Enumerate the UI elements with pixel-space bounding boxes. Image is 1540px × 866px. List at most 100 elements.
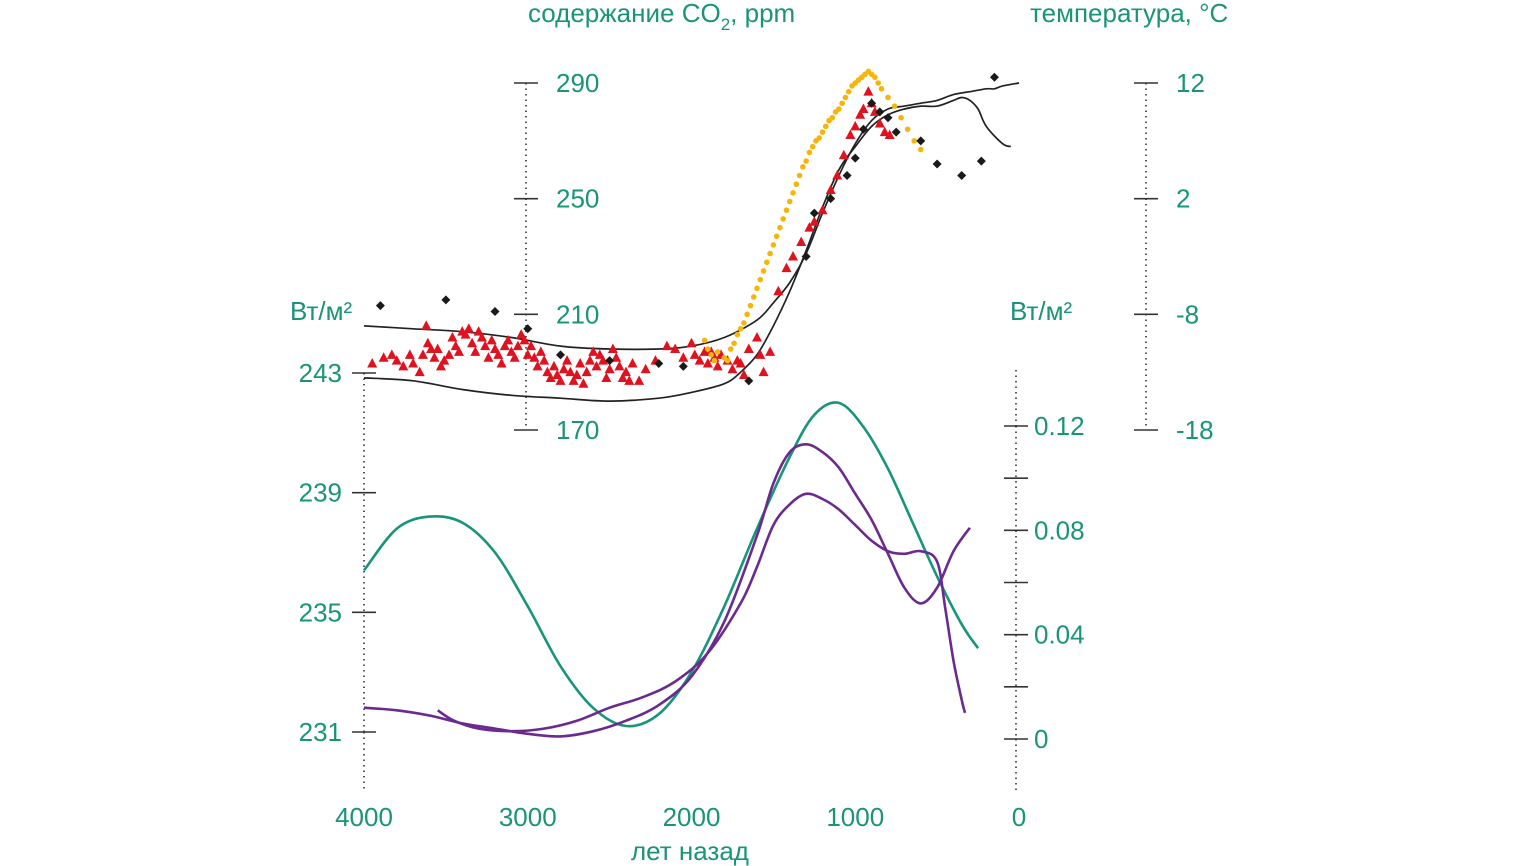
yellow-dot-point — [760, 268, 767, 274]
red-triangle-point — [825, 184, 836, 194]
black-diamond-point — [858, 124, 868, 134]
yellow-dot-point — [711, 357, 718, 364]
black-diamond-point — [654, 358, 664, 368]
wm2-right-tick-label: 0.04 — [1034, 620, 1085, 650]
yellow-dot-point — [708, 352, 714, 358]
red-triangle-point — [453, 346, 464, 356]
red-triangle-point — [607, 343, 618, 354]
yellow-dot-point — [777, 224, 783, 231]
axes-layer: 290 250 210 170 12 2 -8 -18 243 239 235 231 0.12 0.08… — [299, 68, 1214, 832]
red-triangle-point — [838, 149, 849, 160]
red-triangle-point — [617, 372, 628, 382]
red-triangle-point — [588, 346, 599, 356]
red-triangle-point — [788, 251, 799, 261]
yellow-dot-point — [816, 135, 823, 141]
yellow-dot-point — [911, 138, 917, 144]
black-diamond-point — [441, 295, 451, 305]
red-triangle-point — [640, 363, 651, 374]
yellow-dot-point — [891, 103, 898, 109]
red-triangle-point — [598, 355, 609, 365]
red-triangle-point — [548, 360, 559, 371]
yellow-dot-point — [917, 146, 924, 153]
yellow-dot-point — [796, 172, 803, 179]
red-triangle-point — [429, 352, 440, 362]
red-triangle-point — [755, 349, 766, 359]
red-triangle-point — [809, 216, 820, 226]
red-triangle-point — [594, 349, 605, 359]
red-triangle-point — [670, 343, 681, 354]
black-diamond-point — [842, 171, 852, 181]
red-triangle-point — [408, 357, 419, 368]
red-triangle-point — [414, 366, 425, 377]
x-tick-label: 0 — [1012, 802, 1026, 832]
red-triangle-point — [855, 109, 866, 119]
red-triangle-point — [884, 129, 895, 140]
red-triangle-point — [627, 357, 638, 368]
red-triangle-point — [555, 375, 566, 385]
black-diamond-point — [989, 72, 999, 82]
yellow-dot-point — [724, 357, 731, 364]
red-triangle-point — [850, 120, 861, 131]
red-triangle-point — [678, 352, 689, 362]
black-diamond-point — [916, 136, 926, 146]
red-triangle-point — [689, 349, 700, 359]
temperature-tick-label: 2 — [1176, 184, 1190, 214]
wm2-left-tick-label: 239 — [299, 478, 342, 508]
red-triangle-point — [752, 331, 762, 342]
temperature-tick-label: -8 — [1176, 299, 1199, 329]
yellow-dot-point — [845, 88, 852, 95]
yellow-dot-point — [790, 190, 796, 196]
temperature-tick-label: -18 — [1176, 415, 1214, 445]
red-triangle-point — [591, 360, 602, 371]
red-triangle-point — [473, 326, 484, 336]
red-triangle-point — [601, 372, 612, 382]
red-triangle-point — [571, 369, 582, 380]
red-triangle-point — [422, 337, 433, 348]
red-triangle-point — [378, 352, 389, 362]
red-triangle-point — [432, 343, 443, 354]
yellow-dot-point — [898, 114, 904, 121]
black-diamond-point — [875, 107, 885, 117]
red-triangle-point — [858, 103, 869, 114]
yellow-dot-point — [728, 346, 734, 352]
black-diamond-point — [678, 361, 688, 371]
yellow-dot-point — [885, 94, 891, 101]
x-tick-label: 2000 — [663, 802, 721, 832]
red-triangle-point — [490, 343, 500, 354]
red-triangle-point — [765, 346, 776, 356]
red-triangle-point — [496, 357, 507, 368]
red-triangle-point — [584, 355, 595, 365]
red-triangle-point — [512, 340, 523, 351]
red-triangle-point — [735, 357, 746, 368]
red-triangle-point — [450, 340, 461, 351]
red-triangle-point — [526, 340, 537, 351]
red-triangle-point — [426, 343, 437, 354]
yellow-dot-point — [747, 302, 754, 309]
wm2-right-axis-title: Вт/м² — [1010, 296, 1072, 326]
wm2-right-tick-label: 0.08 — [1034, 515, 1085, 545]
red-triangle-point — [575, 357, 586, 368]
red-triangle-point — [694, 355, 705, 365]
red-triangle-point — [509, 352, 520, 362]
yellow-dot-point — [842, 94, 849, 101]
wm2-left-tick-label: 231 — [299, 717, 342, 747]
red-triangle-point — [522, 349, 533, 359]
black-diamond-point — [605, 356, 615, 366]
yellow-dot-point — [744, 311, 750, 318]
x-tick-label: 3000 — [499, 802, 557, 832]
red-triangle-point — [476, 331, 487, 342]
red-triangle-point — [535, 346, 546, 356]
red-triangle-point — [447, 331, 458, 342]
red-triangle-point — [874, 117, 885, 128]
red-triangle-point — [367, 357, 378, 368]
red-triangle-point — [467, 337, 478, 348]
yellow-dot-point — [783, 207, 790, 214]
black-diamond-point — [957, 171, 967, 181]
red-triangle-point — [879, 126, 890, 137]
red-triangle-point — [542, 366, 553, 377]
fit-line-1 — [363, 82, 1020, 351]
red-triangle-point — [796, 236, 807, 247]
black-diamond-point — [375, 301, 385, 311]
yellow-dot-point — [734, 331, 741, 338]
